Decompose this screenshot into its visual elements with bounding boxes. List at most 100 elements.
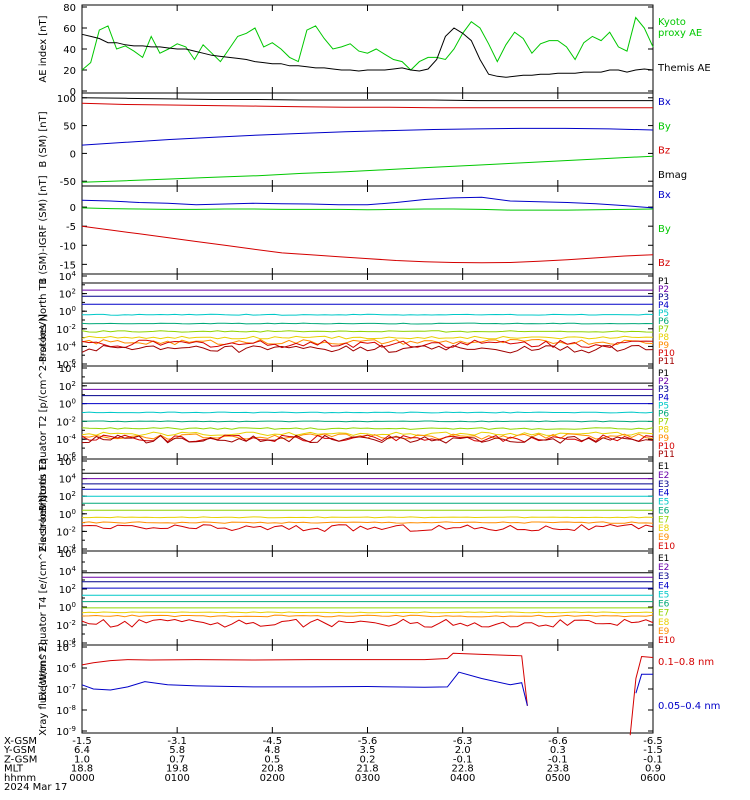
row-value: -1.5	[72, 736, 92, 747]
row-value: 22.8	[452, 764, 474, 775]
row-value: -1.5	[643, 745, 663, 756]
series-line-p6	[81, 420, 654, 423]
y-tick-label: 106	[59, 547, 77, 560]
y-tick-label: 10-8	[56, 704, 76, 717]
legend-label: P9	[658, 434, 669, 444]
row-value: 0000	[69, 773, 94, 784]
row-value: 0.5	[264, 754, 280, 765]
legend-label: E10	[658, 542, 675, 552]
legend-label: E5	[658, 498, 669, 508]
legend-label: P2	[658, 377, 669, 387]
legend-label: E8	[658, 618, 670, 628]
y-tick-label: 100	[57, 94, 76, 105]
legend-label: P3	[658, 385, 669, 395]
series-line-kyoto-proxy-ae	[81, 16, 654, 71]
y-tick-label: 50	[63, 122, 76, 133]
y-tick-label: 100	[59, 398, 76, 411]
legend-label: P5	[658, 309, 669, 319]
legend-label: E3	[658, 572, 669, 582]
series-line-bz	[81, 225, 654, 264]
row-value: 0500	[545, 773, 570, 784]
row-value: 0200	[260, 773, 285, 784]
y-axis-label: Xray flux [W/m^2]	[38, 642, 49, 736]
y-tick-label: 102	[59, 380, 76, 393]
series-line-e10	[81, 618, 654, 628]
legend-label: E6	[658, 506, 670, 516]
legend-label: P3	[658, 293, 669, 303]
series-line-bmag	[81, 97, 653, 102]
series-group	[81, 196, 654, 264]
series-line-0-05-0-4-nm	[81, 671, 653, 706]
row-value: 18.8	[71, 764, 93, 775]
series-line-bx	[81, 196, 654, 209]
legend-label: E7	[658, 515, 669, 525]
panel-7: 106 104 102 100 10-2 10-4 Electrons Equator T4…	[38, 495, 675, 701]
series-group	[81, 652, 654, 736]
y-tick-label: -15	[60, 260, 76, 271]
legend-label: P10	[658, 442, 675, 452]
y-tick-label: 10-9	[56, 725, 76, 738]
row-value: 2.0	[455, 745, 471, 756]
row-value: 3.5	[360, 745, 376, 756]
legend-label: E2	[658, 563, 669, 573]
y-tick-label: 100	[59, 305, 76, 318]
y-tick-label: 60	[63, 24, 76, 35]
panel-frame	[81, 550, 654, 646]
y-tick-label: -5	[66, 222, 76, 233]
panel-frame	[81, 644, 654, 734]
series-group	[81, 97, 654, 183]
legend-label: E2	[658, 471, 669, 481]
y-tick-label: -50	[60, 177, 76, 188]
series-group	[81, 16, 654, 78]
legend-label: By	[658, 121, 671, 132]
legend-label: E4	[658, 581, 670, 591]
legend-label: P7	[658, 418, 669, 428]
y-axis-label: AE index [nT]	[38, 15, 49, 82]
y-axis-label: Protons North T1	[38, 278, 49, 362]
row-label: MLT	[4, 764, 24, 775]
series-group	[81, 282, 654, 354]
series-line-e10	[81, 523, 654, 532]
table-row: Y-GSM 6.4 5.8 4.8 3.5 2.0 0.3 -1.5	[3, 745, 663, 756]
series-line-p6	[81, 322, 654, 325]
y-tick-label: 104	[59, 565, 77, 578]
row-value: 4.8	[264, 745, 280, 756]
row-value: 0300	[355, 773, 380, 784]
legend-label: P5	[658, 401, 669, 411]
table-row: hhmm 0000 0100 0200 0300 0400 0500 0600	[4, 773, 666, 784]
series-line-bx	[81, 127, 654, 146]
date-label: 2024 Mar 17	[4, 782, 67, 793]
legend-label: proxy AE	[658, 28, 702, 39]
legend-label: Kyoto	[658, 17, 686, 28]
series-line-p8	[81, 431, 654, 437]
series-line-by	[81, 207, 654, 211]
panel-frame	[81, 185, 654, 275]
table-row: X-GSM -1.5 -3.1 -4.5 -5.6 -6.3 -6.6 -6.5	[4, 736, 663, 747]
row-value: 0600	[640, 773, 665, 784]
panel-5: 104 102 100 10-2 10-4 10-6 Protons Equator T2 …	[38, 314, 675, 511]
legend-label: P11	[658, 450, 675, 460]
row-value: 23.8	[547, 764, 569, 775]
y-tick-label: 10-6	[56, 662, 76, 675]
series-line-p5	[81, 411, 654, 414]
row-value: -3.1	[167, 736, 187, 747]
series-line-e8	[81, 611, 654, 614]
y-tick-label: 80	[63, 3, 76, 14]
series-line-p7	[81, 427, 654, 430]
row-value: -6.3	[453, 736, 473, 747]
series-line-themis-ae	[81, 27, 654, 78]
legend-label: E1	[658, 462, 669, 472]
legend-label: E5	[658, 590, 669, 600]
series-group	[81, 472, 654, 532]
row-value: -0.1	[453, 754, 473, 765]
series-line-by	[81, 155, 654, 183]
y-tick-label: 10-4	[56, 433, 76, 446]
y-tick-label: 10-4	[56, 637, 76, 650]
axis-table: X-GSM -1.5 -3.1 -4.5 -5.6 -6.3 -6.6 -6.5 Y-GSM 6.…	[3, 736, 666, 793]
